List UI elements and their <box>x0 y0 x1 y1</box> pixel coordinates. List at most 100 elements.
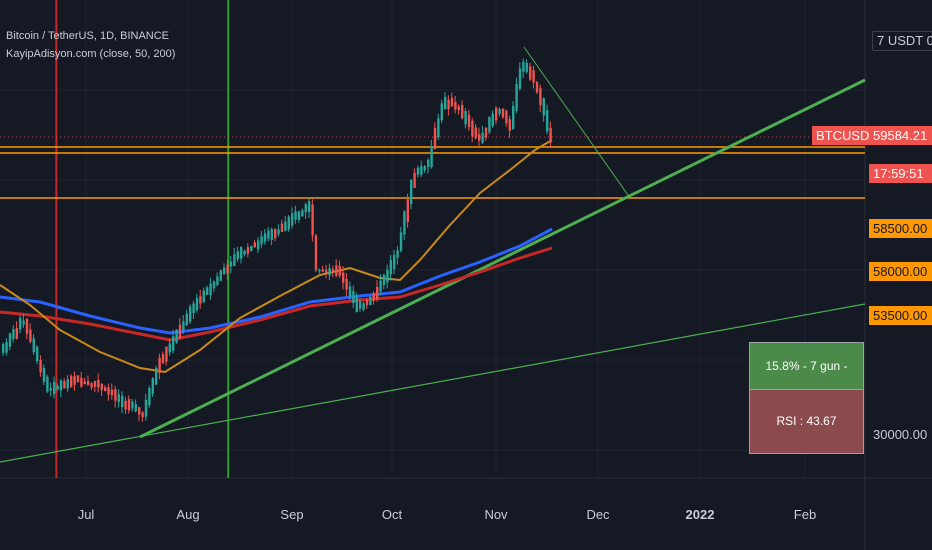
candle-101 <box>345 278 348 290</box>
candle-11 <box>39 360 42 373</box>
candle-84 <box>287 216 290 230</box>
candle-77 <box>263 233 267 242</box>
candle-93 <box>318 269 321 272</box>
candles <box>2 58 552 422</box>
candle-71 <box>243 250 246 255</box>
candle-39 <box>134 404 137 412</box>
candle-159 <box>542 98 545 116</box>
candle-131 <box>447 99 450 109</box>
candle-5 <box>19 317 22 330</box>
candle-143 <box>488 116 491 133</box>
candle-52 <box>178 324 182 338</box>
candle-59 <box>202 290 205 303</box>
major-support-trendline <box>139 78 866 439</box>
moving-averages <box>0 139 553 374</box>
x-tick-Jul: Jul <box>78 507 95 522</box>
candle-27 <box>93 380 97 387</box>
resistance-trendline <box>523 46 631 199</box>
candle-156 <box>532 70 535 83</box>
candle-40 <box>138 407 141 415</box>
candle-155 <box>529 66 532 80</box>
candle-103 <box>352 291 355 303</box>
candle-127 <box>433 127 437 150</box>
candle-140 <box>478 134 481 141</box>
candle-23 <box>80 377 83 387</box>
candle-145 <box>495 107 498 121</box>
candle-50 <box>172 336 175 351</box>
ticker-badge: BTCUSDT <box>812 126 882 145</box>
candle-74 <box>253 242 256 248</box>
candle-21 <box>73 376 76 385</box>
candle-116 <box>396 250 399 258</box>
candle-133 <box>454 101 457 110</box>
candle-141 <box>481 132 484 143</box>
candle-88 <box>301 210 304 217</box>
x-axis[interactable]: Jul Aug Sep Oct Nov Dec 2022 Feb <box>78 507 817 522</box>
candle-154 <box>525 62 528 72</box>
candle-61 <box>209 283 212 296</box>
candle-114 <box>389 260 392 275</box>
candle-20 <box>70 375 73 388</box>
candle-56 <box>192 303 195 314</box>
candle-53 <box>182 321 185 330</box>
axis-scale-button[interactable]: 7 USDT 0 <box>872 31 932 51</box>
indicator-label[interactable]: KayipAdisyon.com (close, 50, 200) <box>6 48 176 60</box>
candle-119 <box>406 199 409 223</box>
candle-72 <box>246 247 250 254</box>
candle-4 <box>15 328 18 339</box>
candle-69 <box>236 251 239 260</box>
price-level-4: 30000.00 <box>873 427 928 442</box>
x-tick-Feb: Feb <box>794 507 816 522</box>
price-level-3: 53500.00 <box>869 306 932 325</box>
candle-51 <box>175 329 178 343</box>
candle-25 <box>87 381 90 385</box>
candle-104 <box>355 296 358 313</box>
candle-151 <box>515 84 518 111</box>
candle-106 <box>362 303 365 310</box>
candle-58 <box>199 296 202 304</box>
candle-17 <box>59 380 63 391</box>
candle-37 <box>127 399 131 411</box>
candle-64 <box>219 270 222 281</box>
candle-150 <box>512 105 515 130</box>
candle-47 <box>161 354 165 364</box>
candle-87 <box>297 211 301 220</box>
candle-128 <box>437 118 440 138</box>
candle-94 <box>321 269 324 272</box>
candle-130 <box>444 96 447 110</box>
candle-73 <box>250 245 253 251</box>
candle-49 <box>168 343 171 353</box>
candle-13 <box>46 376 49 392</box>
vertical-markers <box>55 0 230 478</box>
symbol-title[interactable]: Bitcoin / TetherUS, 1D, BINANCE <box>6 30 170 42</box>
candle-129 <box>440 103 443 121</box>
candle-62 <box>212 281 216 289</box>
countdown-label: 17:59:51 <box>869 164 932 183</box>
candle-36 <box>124 400 127 410</box>
ma-200-blue <box>0 227 553 335</box>
candle-98 <box>335 265 338 276</box>
candle-86 <box>294 211 297 220</box>
candle-22 <box>76 375 80 383</box>
candle-7 <box>25 318 29 334</box>
candle-92 <box>314 235 318 271</box>
price-level-2: 58000.00 <box>869 262 932 281</box>
candle-63 <box>216 276 219 285</box>
candle-16 <box>56 385 59 390</box>
candle-8 <box>29 329 32 342</box>
candle-57 <box>195 298 199 310</box>
candle-35 <box>121 395 124 408</box>
candle-14 <box>49 388 52 391</box>
candle-12 <box>42 367 46 382</box>
candle-60 <box>206 287 209 295</box>
candle-15 <box>53 381 56 394</box>
candle-68 <box>233 254 236 267</box>
x-tick-Nov: Nov <box>484 507 508 522</box>
candle-161 <box>549 127 552 143</box>
candle-124 <box>423 166 426 170</box>
x-tick-2022: 2022 <box>686 507 715 522</box>
candle-41 <box>141 412 144 418</box>
candle-2 <box>8 333 12 347</box>
ma-200-red <box>0 246 553 342</box>
